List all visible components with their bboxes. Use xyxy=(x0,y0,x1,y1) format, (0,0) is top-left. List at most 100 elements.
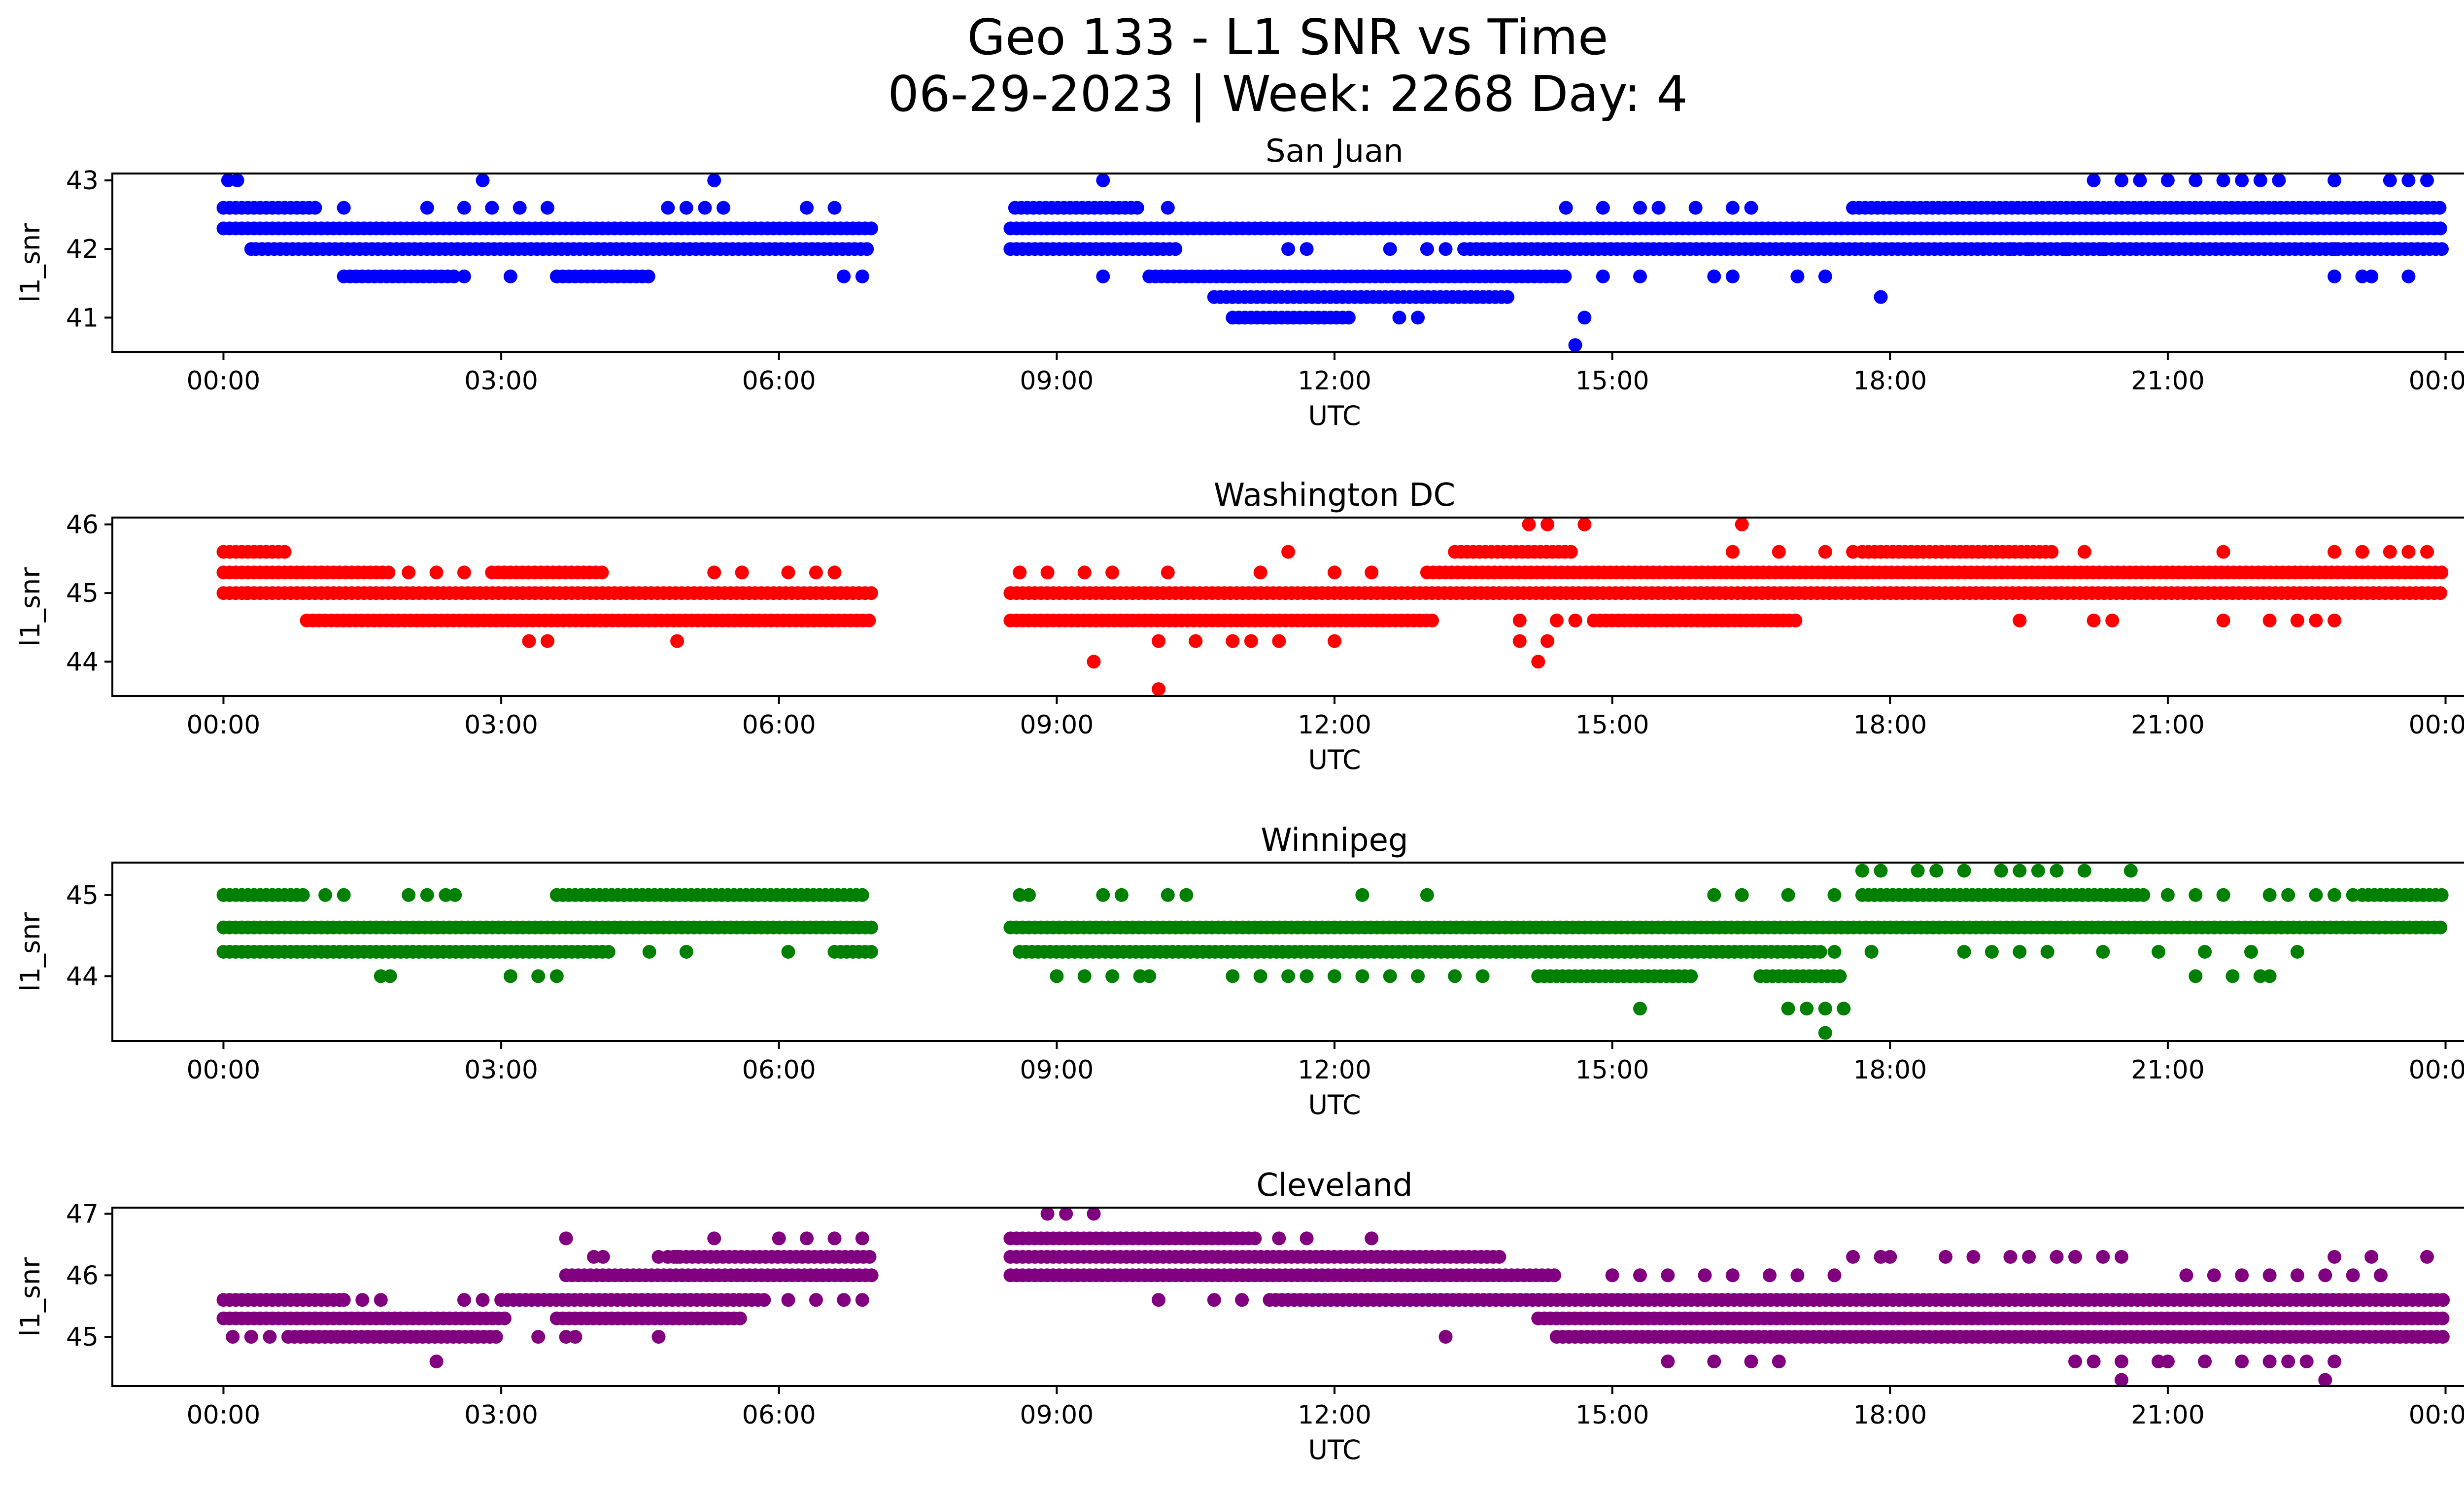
data-point xyxy=(568,1330,582,1344)
data-point xyxy=(1577,517,1592,531)
data-point xyxy=(2272,173,2286,187)
y-tick-label: 46 xyxy=(66,1261,99,1290)
data-point xyxy=(1698,1268,1712,1283)
data-point xyxy=(2327,242,2342,256)
x-tick-label: 00:00 xyxy=(187,710,261,740)
data-point xyxy=(1365,1231,1379,1246)
x-tick-label: 09:00 xyxy=(1020,1400,1094,1430)
x-tick-label: 15:00 xyxy=(1575,366,1649,396)
data-point xyxy=(800,201,814,215)
subplot-title: Winnipeg xyxy=(1261,822,1408,859)
data-point xyxy=(2420,173,2434,187)
data-point xyxy=(1300,969,1314,983)
axes-frame xyxy=(111,517,2464,697)
y-tick-label: 46 xyxy=(66,510,99,540)
data-point xyxy=(1152,634,1165,648)
data-point xyxy=(1957,864,1971,878)
data-point xyxy=(2068,1250,2082,1264)
data-point xyxy=(308,201,322,215)
x-tick-label: 00:00 xyxy=(187,366,261,396)
data-point xyxy=(1244,634,1258,648)
data-point xyxy=(1253,969,1267,983)
data-point xyxy=(2152,1355,2166,1369)
data-point xyxy=(860,242,874,256)
data-point xyxy=(670,634,684,648)
data-point xyxy=(2115,1250,2128,1264)
y-tick-label: 42 xyxy=(66,235,99,264)
data-point xyxy=(864,221,878,236)
subplot-3: Winnipeg 00:00 03:00 06:00 09:00 12:00 15:00 18… xyxy=(15,822,2464,1120)
data-point xyxy=(2045,545,2059,559)
data-point xyxy=(1837,1002,1851,1016)
data-point xyxy=(1411,969,1425,983)
data-point xyxy=(2401,173,2416,187)
data-point xyxy=(549,969,564,983)
data-point xyxy=(1438,242,1453,256)
x-tick-label: 12:00 xyxy=(1298,710,1371,740)
data-point xyxy=(2136,888,2151,902)
data-point xyxy=(1781,888,1795,902)
data-point xyxy=(381,565,396,580)
data-points xyxy=(216,1207,2450,1387)
x-tick-label: 06:00 xyxy=(742,366,816,396)
data-point xyxy=(230,173,244,187)
data-point xyxy=(1651,201,1666,215)
data-point xyxy=(489,1330,503,1344)
data-point xyxy=(2355,545,2369,559)
data-points xyxy=(216,864,2449,1040)
y-tick-label: 44 xyxy=(66,647,99,677)
data-point xyxy=(1114,888,1129,902)
data-point xyxy=(2031,864,2045,878)
data-point xyxy=(2189,173,2203,187)
x-tick-label: 12:00 xyxy=(1298,1055,1371,1085)
data-point xyxy=(2003,242,2018,256)
data-point xyxy=(476,173,490,187)
data-point xyxy=(1781,1002,1795,1016)
data-point xyxy=(559,1231,573,1246)
subplot-4: Cleveland 00:00 03:00 06:00 09:00 12:00 15:00 1… xyxy=(15,1167,2464,1465)
data-point xyxy=(1744,201,1758,215)
data-point xyxy=(2040,945,2054,959)
data-point xyxy=(1772,545,1786,559)
data-point xyxy=(862,1250,877,1264)
data-point xyxy=(1957,945,1971,959)
y-tick-label: 44 xyxy=(66,962,99,991)
data-point xyxy=(2235,1268,2249,1283)
data-point xyxy=(1492,1250,1506,1264)
data-point xyxy=(2309,613,2323,627)
data-point xyxy=(1300,242,1314,256)
data-point xyxy=(2290,613,2304,627)
data-point xyxy=(1425,613,1439,627)
x-tick-label: 18:00 xyxy=(1853,366,1927,396)
data-point xyxy=(1161,888,1175,902)
data-point xyxy=(2179,1268,2193,1283)
data-point xyxy=(1725,269,1740,283)
data-point xyxy=(2383,173,2397,187)
x-tick-label: 03:00 xyxy=(464,1055,538,1085)
data-point xyxy=(1040,565,1055,580)
data-point xyxy=(531,969,546,983)
data-point xyxy=(2346,1268,2360,1283)
data-point xyxy=(1790,269,1805,283)
data-point xyxy=(809,565,823,580)
data-point xyxy=(1189,634,1203,648)
data-point xyxy=(1833,969,1847,983)
data-point xyxy=(1985,945,1999,959)
data-point xyxy=(2318,1373,2332,1387)
data-point xyxy=(1540,634,1555,648)
data-point xyxy=(1725,201,1740,215)
data-point xyxy=(1226,634,1240,648)
x-tick-label: 15:00 xyxy=(1575,1055,1649,1085)
y-axis-label: l1_snr xyxy=(15,567,46,647)
data-point xyxy=(855,1293,869,1307)
data-point xyxy=(1096,173,1110,187)
x-tick-label: 00:00 xyxy=(187,1400,261,1430)
data-point xyxy=(1328,565,1341,580)
subplots: San Juan 00:00 03:00 06:00 09:00 12:00 15:00 18… xyxy=(15,133,2464,1465)
x-tick-label: 03:00 xyxy=(464,710,538,740)
data-point xyxy=(337,201,351,215)
data-point xyxy=(2189,969,2203,983)
data-point xyxy=(1564,545,1578,559)
data-point xyxy=(457,269,471,283)
data-point xyxy=(679,201,693,215)
